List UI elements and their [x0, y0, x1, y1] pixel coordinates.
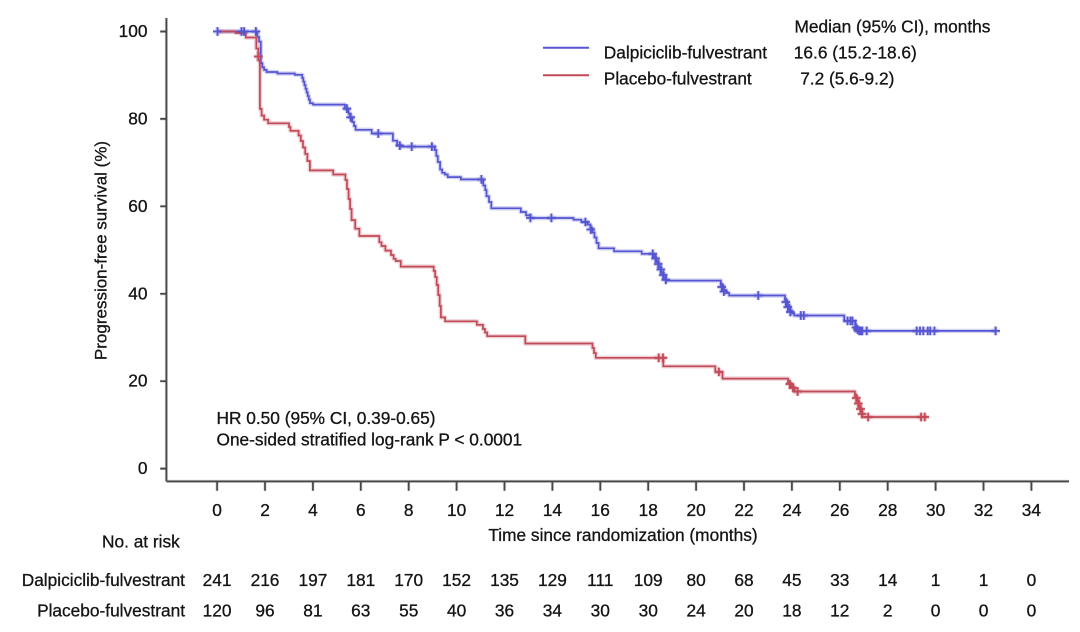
svg-text:Median (95% CI), months: Median (95% CI), months — [795, 16, 991, 36]
svg-text:0: 0 — [1027, 570, 1037, 590]
svg-text:24: 24 — [686, 601, 706, 621]
svg-text:80: 80 — [686, 570, 705, 590]
svg-text:14: 14 — [543, 500, 563, 520]
svg-text:36: 36 — [495, 601, 514, 621]
svg-text:241: 241 — [203, 570, 232, 590]
svg-text:63: 63 — [351, 601, 370, 621]
svg-text:100: 100 — [119, 21, 148, 41]
svg-text:197: 197 — [298, 570, 327, 590]
svg-text:Dalpiciclib-fulvestrant: Dalpiciclib-fulvestrant — [22, 570, 185, 590]
svg-text:0: 0 — [1027, 601, 1037, 621]
svg-text:170: 170 — [394, 570, 423, 590]
svg-text:80: 80 — [128, 108, 147, 128]
svg-text:Placebo-fulvestrant: Placebo-fulvestrant — [604, 69, 752, 89]
svg-text:111: 111 — [587, 570, 613, 590]
svg-text:40: 40 — [128, 283, 147, 303]
svg-text:26: 26 — [830, 500, 849, 520]
svg-text:Progression-free survival (%): Progression-free survival (%) — [91, 141, 110, 360]
svg-text:0: 0 — [979, 601, 989, 621]
svg-text:14: 14 — [878, 570, 898, 590]
svg-text:96: 96 — [255, 601, 274, 621]
svg-text:2: 2 — [883, 601, 893, 621]
svg-text:30: 30 — [591, 601, 610, 621]
svg-text:129: 129 — [538, 570, 567, 590]
svg-text:6: 6 — [356, 500, 366, 520]
svg-text:68: 68 — [734, 570, 753, 590]
svg-text:30: 30 — [926, 500, 945, 520]
svg-text:One-sided stratified log-rank: One-sided stratified log-rank P < 0.0001 — [217, 430, 523, 450]
svg-text:152: 152 — [442, 570, 471, 590]
svg-text:16.6 (15.2-18.6): 16.6 (15.2-18.6) — [794, 42, 917, 62]
svg-text:8: 8 — [404, 500, 414, 520]
svg-text:20: 20 — [128, 371, 147, 391]
svg-text:109: 109 — [634, 570, 663, 590]
svg-text:No. at risk: No. at risk — [102, 532, 180, 552]
svg-text:18: 18 — [782, 601, 801, 621]
svg-text:32: 32 — [974, 500, 993, 520]
svg-text:0: 0 — [138, 458, 148, 478]
svg-text:135: 135 — [490, 570, 519, 590]
svg-text:Dalpiciclib-fulvestrant: Dalpiciclib-fulvestrant — [604, 42, 767, 62]
svg-text:120: 120 — [203, 601, 232, 621]
svg-text:Time since randomization (mont: Time since randomization (months) — [488, 525, 757, 545]
svg-text:24: 24 — [782, 500, 802, 520]
svg-text:20: 20 — [734, 601, 753, 621]
svg-text:30: 30 — [639, 601, 658, 621]
svg-text:22: 22 — [734, 500, 753, 520]
svg-text:33: 33 — [830, 570, 849, 590]
svg-text:181: 181 — [346, 570, 375, 590]
svg-text:4: 4 — [308, 500, 318, 520]
svg-text:0: 0 — [931, 601, 941, 621]
svg-text:0: 0 — [212, 500, 222, 520]
svg-text:HR 0.50 (95% CI, 0.39-0.65): HR 0.50 (95% CI, 0.39-0.65) — [217, 408, 436, 428]
svg-text:16: 16 — [591, 500, 610, 520]
svg-text:81: 81 — [303, 601, 322, 621]
svg-text:10: 10 — [447, 500, 466, 520]
svg-text:Placebo-fulvestrant: Placebo-fulvestrant — [37, 601, 185, 621]
svg-text:55: 55 — [399, 601, 418, 621]
svg-text:60: 60 — [128, 196, 147, 216]
svg-text:216: 216 — [251, 570, 280, 590]
svg-text:12: 12 — [830, 601, 849, 621]
svg-text:2: 2 — [260, 500, 270, 520]
svg-text:1: 1 — [979, 570, 989, 590]
svg-text:1: 1 — [931, 570, 941, 590]
svg-text:45: 45 — [782, 570, 801, 590]
svg-text:34: 34 — [543, 601, 563, 621]
svg-text:40: 40 — [447, 601, 466, 621]
svg-text:18: 18 — [639, 500, 658, 520]
svg-text:34: 34 — [1022, 500, 1042, 520]
svg-text:12: 12 — [495, 500, 514, 520]
svg-text:7.2 (5.6-9.2): 7.2 (5.6-9.2) — [800, 69, 894, 89]
svg-text:28: 28 — [878, 500, 897, 520]
svg-text:20: 20 — [686, 500, 705, 520]
